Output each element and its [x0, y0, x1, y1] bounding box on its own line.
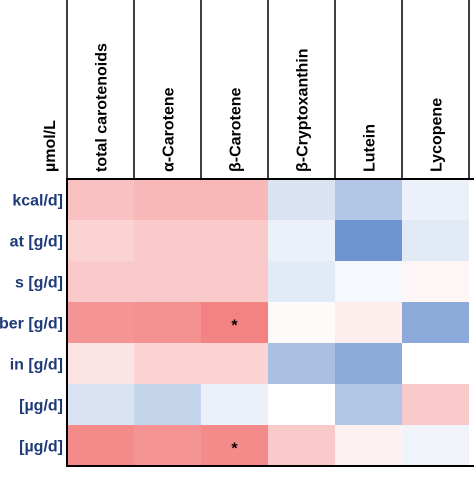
row-label: in [g/d] — [10, 357, 63, 374]
column-label: Lycopene — [429, 98, 446, 172]
heatmap-border — [66, 178, 474, 467]
heatmap-cell — [402, 425, 469, 466]
heatmap-cell — [67, 179, 134, 220]
heatmap-cell — [402, 220, 469, 261]
heatmap-cell — [201, 343, 268, 384]
row-label: kcal/d] — [12, 193, 63, 210]
heatmap-cell — [268, 384, 335, 425]
heatmap-cell — [201, 261, 268, 302]
heatmap-cell — [335, 179, 402, 220]
row-label: ber [g/d] — [0, 316, 63, 333]
heatmap-cell — [67, 220, 134, 261]
heatmap-cell — [268, 261, 335, 302]
heatmap-cell — [201, 384, 268, 425]
heatmap-cell — [67, 384, 134, 425]
heatmap-cell — [335, 425, 402, 466]
row-label: [µg/d] — [19, 439, 63, 456]
heatmap-cell — [134, 261, 201, 302]
unit-label: µmol/L — [42, 120, 59, 172]
heatmap-cell — [67, 343, 134, 384]
column-label: total carotenoids — [94, 43, 111, 172]
heatmap-cell — [402, 179, 469, 220]
heatmap-cell — [67, 425, 134, 466]
heatmap-cell — [268, 302, 335, 343]
heatmap-cell — [335, 343, 402, 384]
column-label: Lutein — [362, 124, 379, 172]
heatmap-cell — [201, 425, 268, 466]
heatmap-cell — [134, 220, 201, 261]
heatmap-cell — [201, 179, 268, 220]
heatmap-cell — [67, 261, 134, 302]
row-label: at [g/d] — [10, 234, 63, 251]
heatmap-cell — [134, 425, 201, 466]
heatmap-cell — [268, 220, 335, 261]
heatmap-cell — [335, 261, 402, 302]
heatmap-cell — [402, 261, 469, 302]
heatmap-cell — [201, 220, 268, 261]
heatmap-cell — [335, 302, 402, 343]
heatmap-cell — [268, 343, 335, 384]
heatmap-cell — [335, 220, 402, 261]
heatmap-cell — [134, 179, 201, 220]
column-label: β-Cryptoxanthin — [295, 48, 312, 172]
significance-marker: * — [231, 318, 238, 335]
heatmap-cell — [201, 302, 268, 343]
heatmap-cell — [67, 302, 134, 343]
heatmap-cell — [268, 179, 335, 220]
heatmap-cell — [335, 384, 402, 425]
heatmap-cell — [268, 425, 335, 466]
significance-marker: * — [231, 441, 238, 458]
column-label: α-Carotene — [161, 87, 178, 172]
heatmap-cell — [134, 343, 201, 384]
column-label: β-Carotene — [228, 87, 245, 172]
heatmap-cell — [402, 343, 469, 384]
row-label: s [g/d] — [15, 275, 63, 292]
heatmap-cell — [134, 302, 201, 343]
heatmap-cell — [402, 302, 469, 343]
heatmap-cell — [402, 384, 469, 425]
heatmap-cell — [134, 384, 201, 425]
row-label: [µg/d] — [19, 398, 63, 415]
